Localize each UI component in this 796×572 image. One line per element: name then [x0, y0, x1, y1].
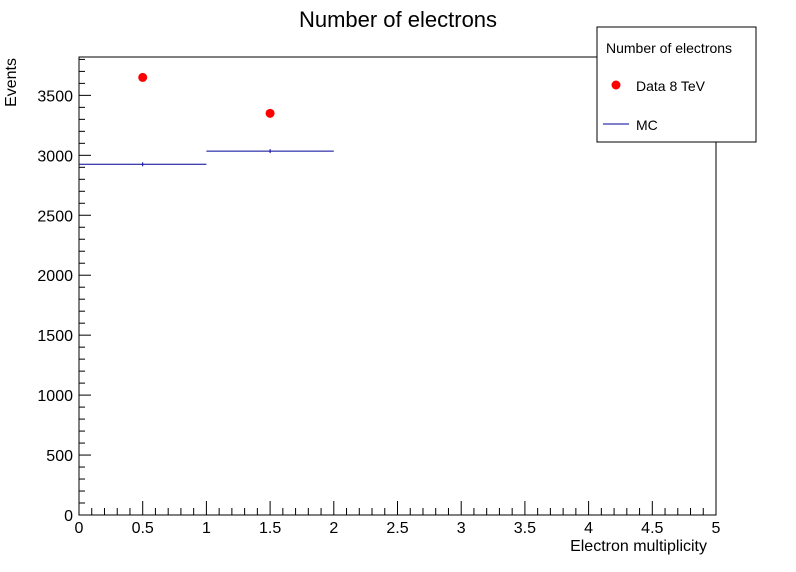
y-tick-label: 1500 [37, 328, 73, 345]
legend: Number of electrons Data 8 TeV MC [596, 26, 757, 143]
y-tick-label: 2500 [37, 208, 73, 225]
y-tick-label: 3500 [37, 88, 73, 105]
chart-title: Number of electrons [299, 7, 497, 32]
x-tick-label: 5 [712, 520, 721, 537]
x-tick-label: 0 [75, 520, 84, 537]
y-tick-label: 500 [46, 448, 73, 465]
x-axis-label: Electron multiplicity [570, 538, 707, 555]
legend-marker-data [611, 80, 621, 90]
x-tick-label: 3.5 [514, 520, 536, 537]
y-axis-label: Events [3, 58, 20, 107]
y-tick-label: 2000 [37, 268, 73, 285]
legend-entry-mc: MC [636, 117, 658, 133]
x-tick-label: 2.5 [386, 520, 408, 537]
x-tick-label: 4.5 [641, 520, 663, 537]
x-tick-label: 0.5 [132, 520, 154, 537]
x-tick-label: 2 [329, 520, 338, 537]
legend-entry-data: Data 8 TeV [636, 78, 706, 94]
y-tick-label: 3000 [37, 148, 73, 165]
legend-title: Number of electrons [606, 40, 732, 56]
data-point [265, 108, 275, 118]
data-point [138, 72, 148, 82]
x-tick-label: 1 [202, 520, 211, 537]
y-tick-label: 1000 [37, 388, 73, 405]
legend-box [596, 26, 757, 143]
x-tick-label: 1.5 [259, 520, 281, 537]
x-tick-label: 4 [584, 520, 593, 537]
x-tick-label: 3 [457, 520, 466, 537]
y-tick-label: 0 [64, 508, 73, 525]
